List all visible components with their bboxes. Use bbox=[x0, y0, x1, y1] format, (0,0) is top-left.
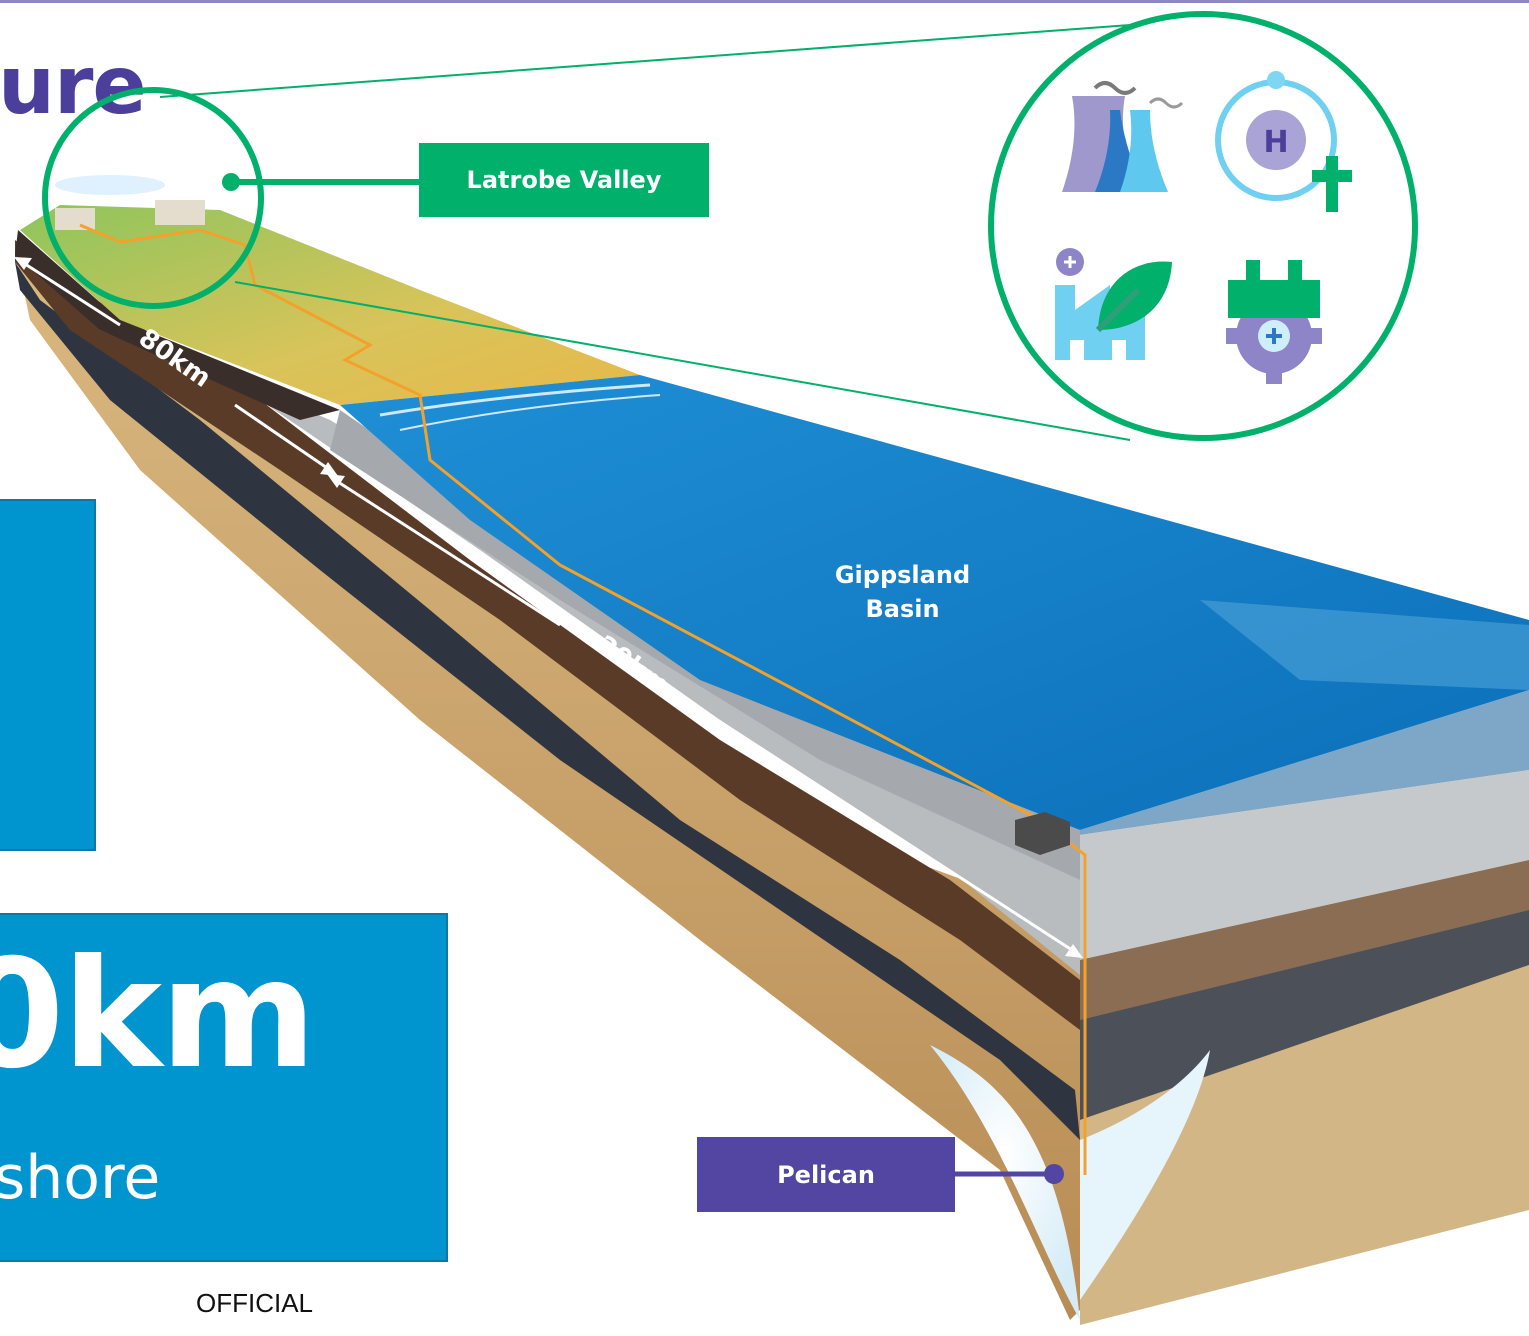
power-plant-2 bbox=[155, 200, 205, 225]
land-surface bbox=[20, 205, 640, 405]
latrobe-valley-label: Latrobe Valley bbox=[419, 143, 709, 217]
coast-foam bbox=[379, 383, 651, 417]
zoom-line-top bbox=[159, 24, 1131, 98]
sea-surface bbox=[340, 375, 1529, 830]
arrow-80km-b bbox=[234, 403, 331, 472]
stat-panel-upper bbox=[0, 499, 96, 851]
coast-foam-2 bbox=[399, 394, 661, 431]
basin-line-2: Basin bbox=[865, 595, 940, 623]
land-dark-edge bbox=[15, 230, 340, 420]
basin-line-1: Gippsland bbox=[834, 561, 971, 589]
face-brown bbox=[1080, 860, 1529, 1020]
face-grey bbox=[1080, 770, 1529, 960]
reservoir-plume-face bbox=[1080, 1050, 1210, 1300]
stat-panel-lower bbox=[0, 913, 448, 1262]
zoom-circle-large bbox=[988, 11, 1418, 441]
stat-caption: shore bbox=[0, 1143, 161, 1213]
layer-coal bbox=[15, 262, 1080, 1140]
classification-footer: OFFICIAL bbox=[196, 1288, 314, 1318]
arrow-80km-a bbox=[21, 260, 121, 327]
hydrogen-icon: H bbox=[1215, 71, 1352, 212]
arrow-80km-head-a bbox=[14, 257, 32, 270]
pelican-label: Pelican bbox=[697, 1137, 955, 1212]
arrow-20km-head-a bbox=[327, 474, 345, 488]
steam-plume bbox=[55, 175, 165, 195]
power-plant-1 bbox=[55, 208, 95, 230]
power-station-icon bbox=[1062, 81, 1184, 192]
wellhead bbox=[1015, 812, 1070, 855]
latrobe-valley-text: Latrobe Valley bbox=[466, 166, 662, 194]
callout-dot-pelican bbox=[1044, 1164, 1064, 1184]
gear-plus-icon bbox=[1226, 260, 1322, 384]
svg-text:H: H bbox=[1263, 125, 1288, 160]
face-water bbox=[1080, 690, 1529, 835]
arrow-20km-a bbox=[334, 478, 561, 627]
gippsland-basin-label: Gippsland Basin bbox=[800, 558, 1005, 626]
page-title: ure bbox=[0, 39, 147, 132]
factory-leaf-icon bbox=[1055, 248, 1172, 360]
arrow-20km-head-b bbox=[1065, 944, 1083, 958]
sea-shelf bbox=[1200, 600, 1529, 690]
top-rule bbox=[0, 0, 1529, 3]
face-dark bbox=[1080, 910, 1529, 1120]
stat-value: 0km bbox=[0, 928, 316, 1102]
arrow-80km-head-b bbox=[320, 462, 338, 476]
face-sand bbox=[1080, 965, 1529, 1325]
zoom-line-bottom bbox=[234, 281, 1131, 441]
pelican-text: Pelican bbox=[777, 1160, 875, 1189]
zoom-circle-small bbox=[42, 87, 264, 309]
arrow-20km-b bbox=[704, 710, 1076, 954]
